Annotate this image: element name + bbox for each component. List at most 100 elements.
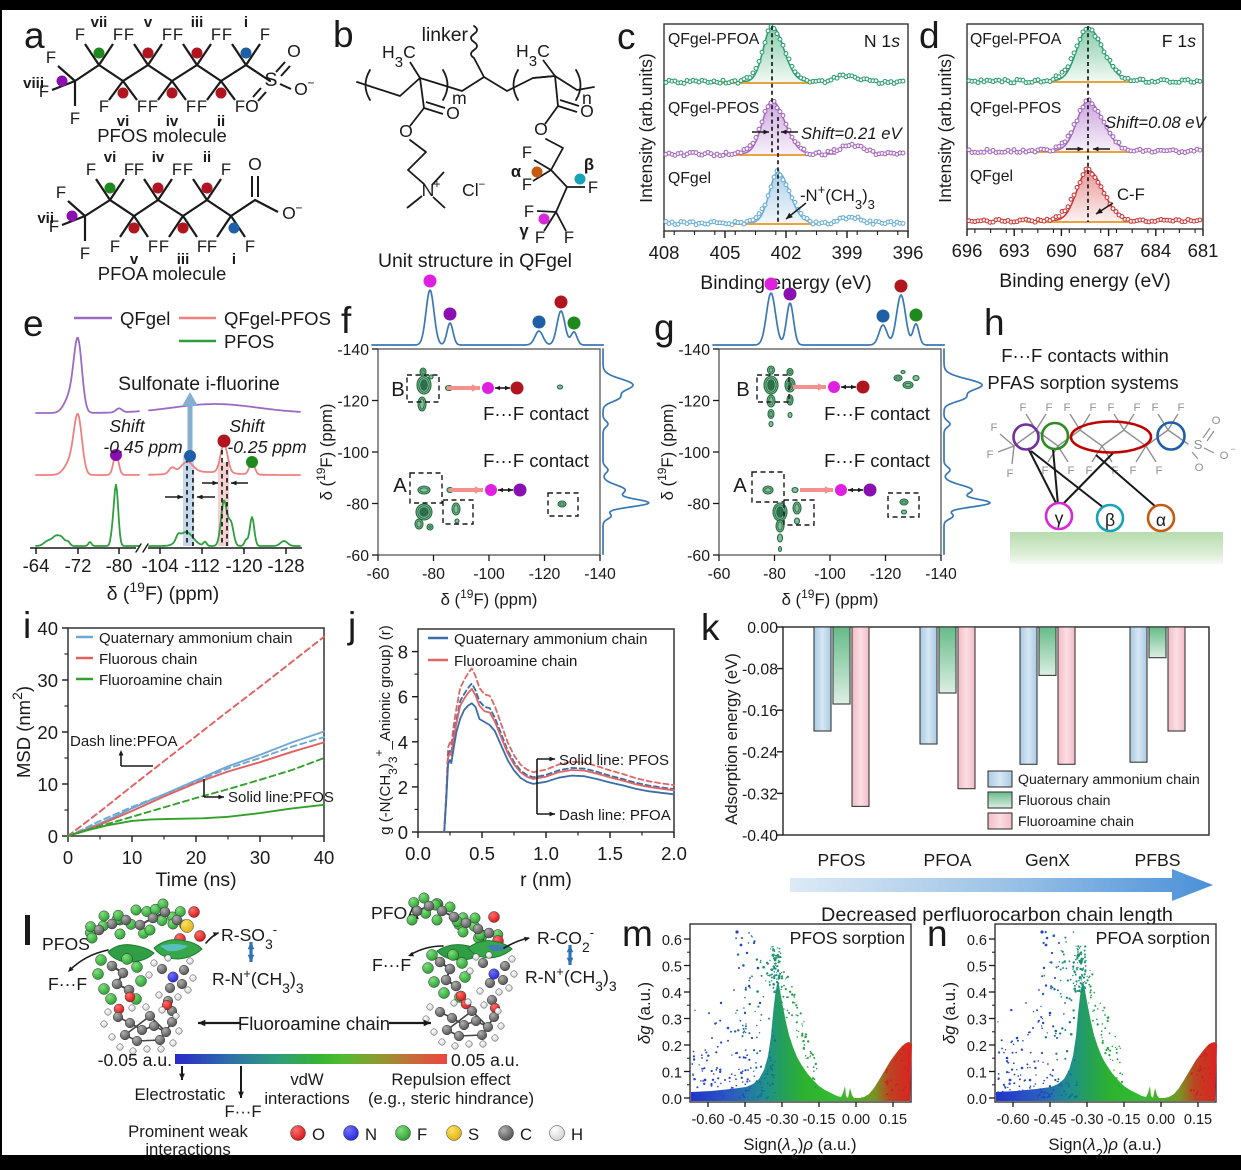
svg-text:F: F bbox=[159, 237, 169, 256]
svg-text:F: F bbox=[39, 82, 49, 101]
svg-text:n: n bbox=[927, 913, 948, 954]
svg-text:-0.16: -0.16 bbox=[742, 703, 778, 720]
svg-text:O: O bbox=[294, 79, 308, 99]
svg-text:F: F bbox=[1156, 465, 1163, 477]
svg-text:i: i bbox=[244, 14, 248, 31]
svg-text:693: 693 bbox=[999, 240, 1030, 261]
svg-text:Quaternary ammonium chain: Quaternary ammonium chain bbox=[99, 630, 292, 647]
svg-text:F 1s: F 1s bbox=[1162, 31, 1196, 51]
svg-text:F···F contact: F···F contact bbox=[824, 450, 930, 471]
svg-text:-0.45: -0.45 bbox=[728, 1112, 761, 1128]
svg-text:n: n bbox=[582, 88, 592, 108]
svg-text:F: F bbox=[235, 97, 245, 116]
svg-text:ii: ii bbox=[217, 113, 225, 130]
svg-text:-100: -100 bbox=[337, 445, 369, 462]
svg-text:F: F bbox=[113, 25, 123, 44]
svg-text:696: 696 bbox=[952, 240, 983, 261]
svg-text:-0.05 a.u.: -0.05 a.u. bbox=[98, 1050, 172, 1070]
svg-text:0.00: 0.00 bbox=[1147, 1112, 1175, 1128]
svg-text:0.3: 0.3 bbox=[967, 1013, 987, 1029]
svg-text:g: g bbox=[654, 307, 675, 348]
svg-text:viii: viii bbox=[23, 75, 44, 92]
svg-text:β: β bbox=[1105, 510, 1115, 530]
svg-text:F: F bbox=[1046, 402, 1053, 414]
svg-text:1.0: 1.0 bbox=[533, 843, 559, 864]
svg-text:F: F bbox=[148, 97, 158, 116]
svg-text:-0.45: -0.45 bbox=[1033, 1112, 1066, 1128]
svg-text:F: F bbox=[134, 160, 144, 179]
svg-text:Fluorous chain: Fluorous chain bbox=[1018, 792, 1110, 808]
svg-text:F: F bbox=[1020, 402, 1027, 414]
svg-text:PFOS molecule: PFOS molecule bbox=[97, 125, 227, 146]
svg-text:F: F bbox=[162, 25, 172, 44]
svg-text:F: F bbox=[1178, 402, 1185, 414]
svg-text:-0.08: -0.08 bbox=[742, 662, 778, 679]
svg-text:0.6: 0.6 bbox=[662, 933, 682, 949]
svg-text:-120: -120 bbox=[678, 394, 710, 411]
svg-text:-72: -72 bbox=[65, 555, 92, 576]
svg-text:Fluoroamine chain: Fluoroamine chain bbox=[99, 672, 222, 689]
svg-text:N 1s: N 1s bbox=[864, 31, 900, 51]
svg-text:v: v bbox=[144, 14, 153, 31]
svg-text:396: 396 bbox=[893, 242, 924, 263]
svg-text:c: c bbox=[617, 16, 636, 57]
svg-text:F: F bbox=[56, 183, 66, 202]
svg-text:10: 10 bbox=[37, 774, 58, 795]
svg-text:PFOA molecule: PFOA molecule bbox=[98, 263, 227, 284]
svg-text:+: + bbox=[433, 177, 440, 191]
svg-text:Shift: Shift bbox=[229, 416, 265, 436]
svg-text:Fluoroamine chain: Fluoroamine chain bbox=[1018, 813, 1134, 829]
svg-text:0.2: 0.2 bbox=[662, 1039, 682, 1055]
svg-text:-100: -100 bbox=[678, 445, 710, 462]
svg-text:408: 408 bbox=[649, 242, 680, 263]
svg-text:S: S bbox=[468, 1125, 479, 1144]
svg-text:8: 8 bbox=[398, 642, 408, 663]
svg-text:QFgel-PFOA: QFgel-PFOA bbox=[668, 31, 760, 48]
svg-text:O: O bbox=[282, 203, 296, 223]
svg-text:Dash line:PFOA: Dash line:PFOA bbox=[70, 733, 178, 750]
svg-text:F···F contact: F···F contact bbox=[483, 403, 589, 424]
svg-text:δg (a.u.): δg (a.u.) bbox=[635, 982, 654, 1044]
svg-text:B: B bbox=[391, 379, 404, 401]
svg-text:0.5: 0.5 bbox=[662, 960, 682, 976]
svg-text:Fluorous chain: Fluorous chain bbox=[99, 651, 197, 668]
svg-text:-140: -140 bbox=[337, 342, 369, 359]
svg-text:−: − bbox=[307, 76, 314, 90]
svg-text:-100: -100 bbox=[473, 566, 505, 583]
svg-text:GenX: GenX bbox=[1025, 850, 1070, 870]
svg-text:690: 690 bbox=[1046, 240, 1077, 261]
svg-text:δ (19F) (ppm): δ (19F) (ppm) bbox=[314, 404, 336, 501]
svg-text:i: i bbox=[232, 251, 236, 268]
svg-text:0.1: 0.1 bbox=[967, 1066, 987, 1082]
svg-text:F: F bbox=[207, 237, 217, 256]
svg-text:PFBS: PFBS bbox=[1135, 850, 1181, 870]
svg-text:N: N bbox=[365, 1125, 377, 1144]
svg-text:-80: -80 bbox=[346, 497, 369, 514]
svg-text:β: β bbox=[584, 155, 594, 174]
svg-text:H: H bbox=[571, 1125, 583, 1144]
svg-text:QFgel: QFgel bbox=[668, 170, 711, 187]
svg-text:10: 10 bbox=[122, 847, 143, 868]
svg-text:(e.g., steric hindrance): (e.g., steric hindrance) bbox=[368, 1089, 534, 1108]
svg-text:-0.15: -0.15 bbox=[802, 1112, 835, 1128]
svg-text:F: F bbox=[86, 160, 96, 179]
svg-text:-140: -140 bbox=[584, 566, 616, 583]
svg-text:QFgel-PFOA: QFgel-PFOA bbox=[970, 31, 1062, 48]
svg-text:-0.60: -0.60 bbox=[996, 1112, 1029, 1128]
svg-text:vdW: vdW bbox=[290, 1070, 324, 1089]
svg-text:0.15: 0.15 bbox=[879, 1112, 907, 1128]
svg-text:vi: vi bbox=[104, 149, 117, 166]
svg-text:iv: iv bbox=[166, 113, 179, 130]
svg-text:γ: γ bbox=[1055, 508, 1064, 528]
svg-text:-60: -60 bbox=[708, 566, 731, 583]
svg-text:30: 30 bbox=[250, 847, 271, 868]
svg-text:S: S bbox=[1194, 437, 1203, 452]
svg-text:Dash line: PFOA: Dash line: PFOA bbox=[559, 807, 671, 824]
svg-text:F: F bbox=[1134, 402, 1141, 414]
svg-text:γ: γ bbox=[519, 221, 529, 240]
svg-text:-120: -120 bbox=[337, 394, 369, 411]
svg-text:0.4: 0.4 bbox=[967, 986, 987, 1002]
svg-text:F···F: F···F bbox=[372, 955, 411, 975]
svg-text:-64: -64 bbox=[23, 555, 50, 576]
svg-text:h: h bbox=[984, 302, 1005, 343]
